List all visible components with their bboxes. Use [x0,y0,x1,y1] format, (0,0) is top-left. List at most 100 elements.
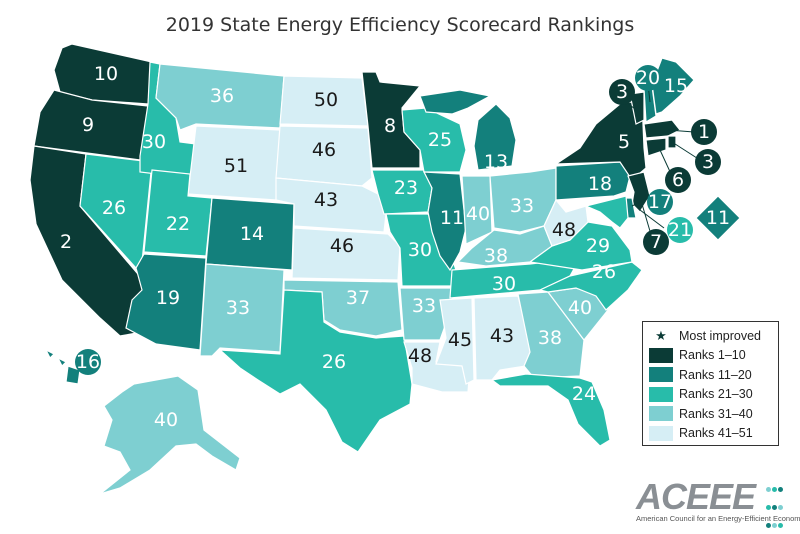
star-icon: ★ [655,327,667,343]
rank-label-MD: 21 [668,219,692,241]
rank-label-NE: 43 [314,189,338,211]
callout-MD[interactable] [667,217,693,243]
callout-MA[interactable] [691,119,717,145]
legend-swatch [649,386,673,402]
rank-label-SC: 40 [568,297,592,319]
state-NY[interactable] [553,99,647,181]
rank-label-IL: 11 [440,207,464,229]
legend-swatch [649,367,673,383]
legend-item-ranks-1-10: Ranks 1–10 [649,346,772,366]
legend-label: Most improved [679,328,761,343]
callout-VT[interactable] [609,79,635,105]
rank-label-OR: 9 [82,114,94,136]
state-IN[interactable] [461,175,493,245]
legend-label: Ranks 41–51 [679,426,753,441]
state-NC[interactable] [538,261,643,311]
state-ME[interactable] [651,57,695,115]
rank-label-WV: 48 [552,219,576,241]
legend-label: Ranks 11–20 [679,367,752,382]
rank-label-MN: 8 [384,115,396,137]
rank-label-OH: 33 [510,195,534,217]
rank-label-KS: 46 [330,235,354,257]
state-TX[interactable] [218,289,413,453]
rank-labels: 10 9 2 26 30 36 51 22 19 14 33 50 46 43 … [60,63,730,431]
legend-item-ranks-21-30: Ranks 21–30 [649,385,772,405]
rank-label-IA: 23 [394,177,418,199]
legend-swatch [649,347,673,363]
rank-label-NV: 26 [102,197,126,219]
rank-label-MA: 1 [698,121,710,143]
state-MS[interactable] [435,297,475,385]
logo-subtitle: American Council for an Energy-Efficient… [636,514,800,523]
rank-label-RI: 3 [702,151,714,173]
state-AK[interactable] [99,375,241,495]
rank-label-CO: 14 [240,223,264,245]
rank-label-ME: 15 [664,75,688,97]
rank-label-GA: 38 [538,327,562,349]
callout-NH[interactable] [635,65,661,91]
legend-label: Ranks 31–40 [679,406,753,421]
callout-HI[interactable] [75,349,101,375]
rank-label-NC: 26 [592,261,616,283]
rank-label-AR: 33 [412,295,436,317]
rank-label-WI: 25 [428,129,452,151]
state-NJ[interactable] [627,171,651,213]
state-MI[interactable] [419,89,517,171]
callout-CT[interactable] [665,167,691,193]
rank-label-NH: 20 [636,67,660,89]
rank-label-NJ: 7 [650,231,662,253]
legend: ★ Most improved Ranks 1–10 Ranks 11–20 R… [642,321,779,446]
legend-label: Ranks 21–30 [679,387,753,402]
state-HI[interactable] [44,348,81,385]
rank-label-VA: 29 [586,235,610,257]
map-title: 2019 State Energy Efficiency Scorecard R… [165,14,635,36]
rank-label-AZ: 19 [156,287,180,309]
state-LA[interactable] [403,341,471,393]
rank-label-ND: 50 [314,89,338,111]
state-NM[interactable] [199,263,285,357]
aceee-logo: ACEEE American Council for an Energy-Eff… [636,476,800,528]
legend-swatch [649,406,673,422]
legend-item-most-improved: ★ Most improved [649,326,772,346]
logo-dots-icon [766,480,786,534]
rank-label-DC: 11 [706,207,730,229]
state-NE[interactable] [275,177,387,233]
callout-RI[interactable] [695,149,721,175]
rank-label-MO: 30 [408,239,432,261]
rank-label-UT: 22 [166,213,190,235]
state-CT[interactable] [645,137,667,157]
rank-label-AL: 43 [490,325,514,347]
legend-item-ranks-11-20: Ranks 11–20 [649,365,772,385]
rank-label-NY: 5 [618,131,630,153]
state-WV[interactable] [543,198,589,247]
rank-label-MS: 45 [448,329,472,351]
legend-label: Ranks 1–10 [679,348,746,363]
state-VT[interactable] [629,91,645,125]
rank-label-MT: 36 [210,85,234,107]
rank-label-DE: 17 [648,191,672,213]
rank-label-IN: 40 [466,203,490,225]
callout-NJ[interactable] [643,229,669,255]
rank-label-TN: 30 [492,273,516,295]
rank-label-NM: 33 [226,297,250,319]
rank-label-MI: 13 [484,151,508,173]
rank-label-OK: 37 [346,287,370,309]
state-SD[interactable] [275,125,373,187]
state-WA[interactable] [53,43,153,105]
rank-label-PA: 18 [588,173,612,195]
state-DC[interactable] [695,195,741,241]
rank-label-AK: 40 [154,409,178,431]
state-MA[interactable] [643,119,681,139]
state-FL[interactable] [490,373,611,447]
rank-label-KY: 38 [484,245,508,267]
rank-label-SD: 46 [312,139,336,161]
state-MD[interactable] [584,195,629,229]
rank-label-WA: 10 [94,63,118,85]
state-KS[interactable] [291,227,401,281]
rank-label-LA: 48 [408,345,432,367]
callout-DE[interactable] [647,189,673,215]
logo-wordmark: ACEEE [636,476,756,517]
legend-item-ranks-41-51: Ranks 41–51 [649,424,772,444]
rank-label-WY: 51 [224,155,248,177]
